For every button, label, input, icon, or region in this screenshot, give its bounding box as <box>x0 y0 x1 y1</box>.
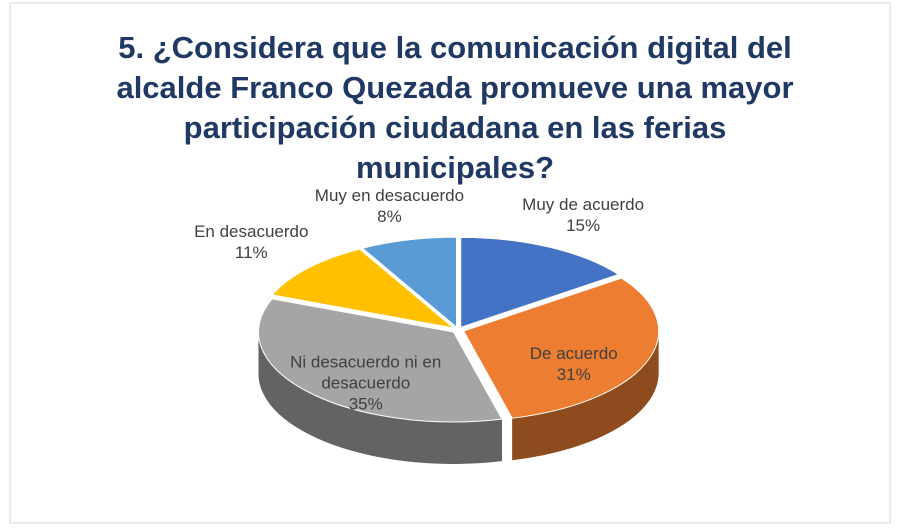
pie-slice <box>258 298 503 423</box>
data-label: En desacuerdo 11% <box>166 221 336 263</box>
data-label: De acuerdo 31% <box>489 343 659 385</box>
pie-slice <box>462 277 660 419</box>
data-label: Muy de acuerdo 15% <box>498 194 668 236</box>
data-label-name: Muy en desacuerdo <box>314 185 465 205</box>
data-label-value: 31% <box>556 365 591 385</box>
pie-slice <box>460 236 620 329</box>
chart-title: 5. ¿Considera que la comunicación digita… <box>116 30 794 185</box>
pie-slice <box>271 248 456 329</box>
data-label-value: 11% <box>234 242 268 262</box>
data-label: Muy en desacuerdo 8% <box>304 185 474 227</box>
pie-slice <box>361 236 458 329</box>
data-label-value: 35% <box>348 394 383 414</box>
data-label: Ni desacuerdo ni en desacuerdo 35% <box>281 351 451 414</box>
data-label-name: De acuerdo <box>529 344 618 364</box>
data-label-name: Ni desacuerdo ni en desacuerdo <box>290 352 442 393</box>
pie-slice-side <box>512 331 659 461</box>
data-label-name: En desacuerdo <box>194 221 309 241</box>
data-label-value: 15% <box>566 215 601 235</box>
data-label-name: Muy de acuerdo <box>522 194 645 214</box>
data-label-value: 8% <box>377 206 402 226</box>
pie-slice-side <box>258 331 502 464</box>
